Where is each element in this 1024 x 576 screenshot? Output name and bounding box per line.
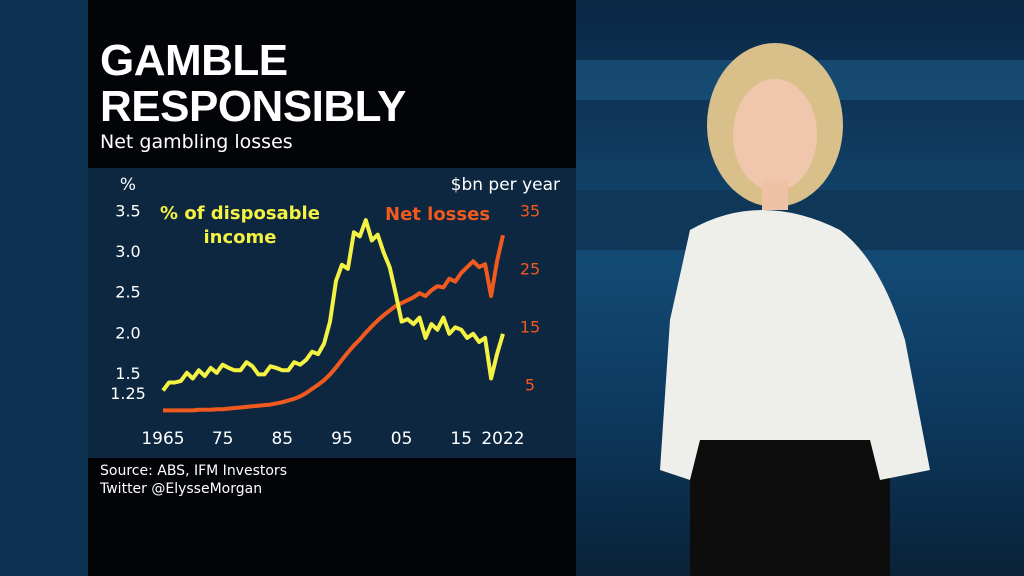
x-tick-label: 15 bbox=[450, 429, 472, 449]
source: Source: ABS, IFM Investors bbox=[100, 463, 287, 479]
series-label: Net losses bbox=[385, 204, 491, 225]
presenter-trousers bbox=[690, 430, 890, 576]
chart-subtitle: Net gambling losses bbox=[100, 131, 293, 153]
presenter-neck bbox=[762, 180, 788, 210]
studio-left bbox=[0, 0, 88, 576]
y-tick-label: 1.5 bbox=[115, 364, 140, 383]
x-tick-label: 75 bbox=[212, 429, 234, 449]
credit: Twitter @ElysseMorgan bbox=[100, 481, 263, 497]
x-tick-label: 95 bbox=[331, 429, 353, 449]
x-tick-label: 1965 bbox=[141, 429, 184, 449]
x-tick-label: 2022 bbox=[481, 429, 524, 449]
y-tick-label: 3.5 bbox=[115, 202, 140, 221]
y2-axis-label: $bn per year bbox=[451, 175, 560, 195]
source-note: Source: ABS, IFM Investors Twitter @Elyss… bbox=[100, 462, 287, 498]
y-tick-label: 3.0 bbox=[115, 242, 140, 261]
y2-tick-label: 25 bbox=[520, 260, 540, 279]
presenter bbox=[660, 43, 930, 576]
y2-tick-label: 35 bbox=[520, 202, 540, 221]
y-axis-label: % bbox=[120, 175, 136, 195]
y-tick-label: 2.5 bbox=[115, 283, 140, 302]
series-line bbox=[163, 234, 505, 413]
x-tick-label: 05 bbox=[391, 429, 413, 449]
presenter-shirt bbox=[660, 210, 930, 480]
series-label: % of disposable income bbox=[160, 203, 320, 248]
presenter-face bbox=[733, 79, 817, 191]
y-tick-label: 2.0 bbox=[115, 323, 140, 342]
x-tick-label: 85 bbox=[271, 429, 293, 449]
y-tick-label: 1.25 bbox=[110, 384, 146, 403]
y2-tick-label: 15 bbox=[520, 318, 540, 337]
chart-title: GAMBLE RESPONSIBLY bbox=[100, 36, 406, 131]
series-line bbox=[161, 218, 505, 392]
y2-tick-label: 5 bbox=[525, 376, 535, 395]
